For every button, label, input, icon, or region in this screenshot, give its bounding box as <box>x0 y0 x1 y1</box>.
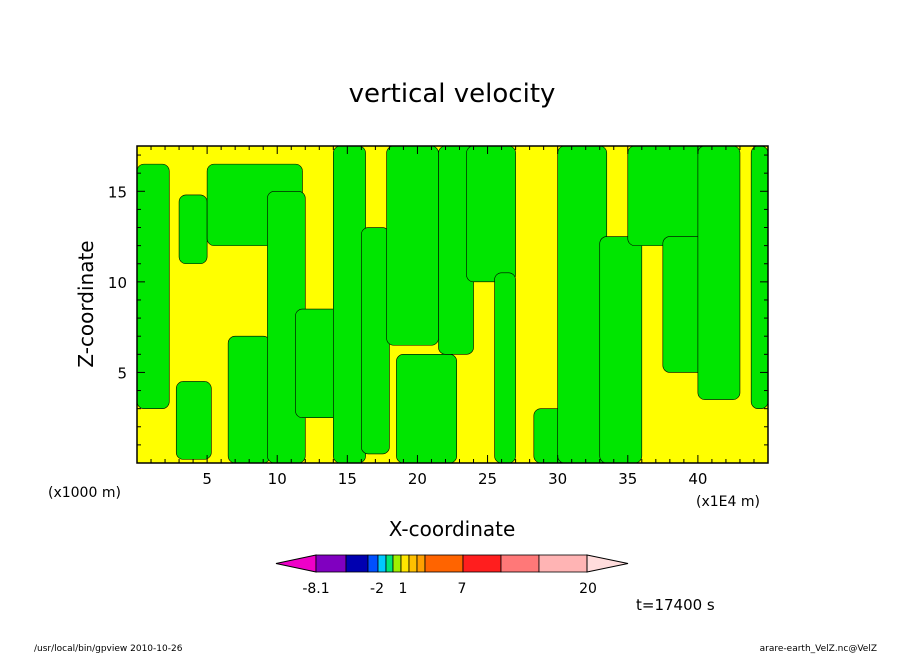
velocity-region <box>175 381 212 460</box>
colorbar-segment <box>538 554 588 573</box>
x-tick-label: 15 <box>338 470 357 488</box>
colorbar-segment <box>462 554 502 573</box>
y-tick-label: 10 <box>108 274 127 292</box>
x-tick-label: 25 <box>478 470 497 488</box>
y-axis-label: Z-coordinate <box>74 240 98 367</box>
colorbar-cap-right <box>586 554 629 573</box>
velocity-region <box>599 236 643 464</box>
velocity-region <box>333 145 366 464</box>
colorbar-segment <box>385 554 394 573</box>
chart-title: vertical velocity <box>349 79 556 109</box>
velocity-region <box>178 194 208 265</box>
velocity-region <box>494 272 516 464</box>
x-unit-label: (x1E4 m) <box>696 494 760 510</box>
x-tick-label: 30 <box>548 470 567 488</box>
velocity-region <box>227 335 271 464</box>
x-axis-label: X-coordinate <box>389 517 516 541</box>
plot-area: 5 10 15 20 25 30 35 40 5 10 15 <box>108 145 769 488</box>
colorbar-label: 1 <box>399 581 408 597</box>
velocity-region <box>627 145 706 246</box>
time-label: t=17400 s <box>636 596 715 614</box>
y-tick-label: 15 <box>108 183 127 201</box>
velocity-region <box>466 145 516 283</box>
x-tick-label: 40 <box>688 470 707 488</box>
y-tick-label: 5 <box>117 364 127 382</box>
x-tick-label: 10 <box>268 470 287 488</box>
colorbar: -8.1 -2 1 7 20 <box>275 554 629 597</box>
colorbar-label: 7 <box>458 581 467 597</box>
velocity-region <box>697 145 741 400</box>
colorbar-segment <box>345 554 369 573</box>
colorbar-segment <box>315 554 347 573</box>
velocity-region <box>396 354 458 464</box>
colorbar-segment <box>367 554 379 573</box>
x-tick-label: 20 <box>408 470 427 488</box>
velocity-region <box>386 145 439 346</box>
x-tick-label: 5 <box>202 470 212 488</box>
footer-left: /usr/local/bin/gpview 2010-10-26 <box>34 644 183 654</box>
colorbar-segments <box>275 554 629 573</box>
colorbar-cap-left <box>275 554 317 573</box>
colorbar-segment <box>416 554 426 573</box>
velocity-field <box>136 145 769 464</box>
colorbar-segment <box>500 554 540 573</box>
colorbar-label: 20 <box>579 581 597 597</box>
colorbar-segment <box>377 554 387 573</box>
colorbar-segment <box>400 554 410 573</box>
colorbar-segment <box>408 554 418 573</box>
colorbar-segment <box>424 554 464 573</box>
colorbar-segment <box>392 554 402 573</box>
x-tick-label: 35 <box>618 470 637 488</box>
velocity-region <box>361 227 390 455</box>
axis-ticks: 5 10 15 20 25 30 35 40 5 10 15 <box>108 146 768 488</box>
z-unit-label: (x1000 m) <box>48 485 121 501</box>
velocity-region <box>557 145 608 464</box>
colorbar-label: -8.1 <box>302 581 329 597</box>
velocity-region <box>750 145 769 409</box>
plot-frame <box>136 145 769 464</box>
colorbar-label: -2 <box>370 581 384 597</box>
footer-right: arare-earth_VelZ.nc@VelZ <box>760 644 877 654</box>
